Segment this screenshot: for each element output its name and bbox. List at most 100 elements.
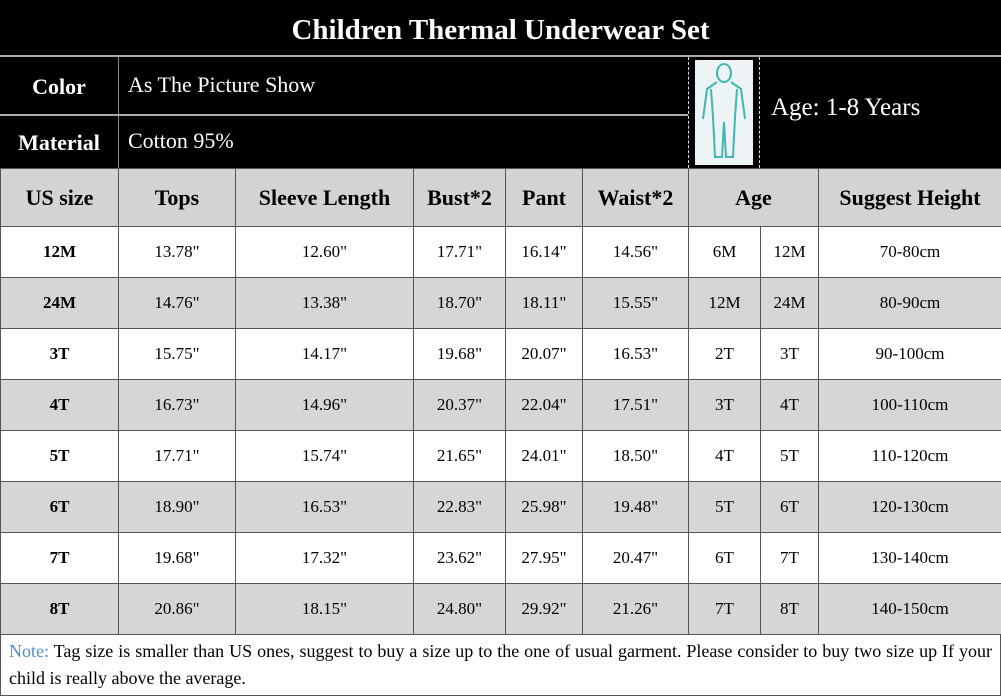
table-cell: 4T bbox=[0, 379, 119, 431]
table-cell: 5T bbox=[0, 430, 119, 482]
table-cell: 22.04" bbox=[505, 379, 583, 431]
table-cell: 27.95" bbox=[505, 532, 583, 584]
table-cell: 22.83" bbox=[413, 481, 506, 533]
table-cell: 17.71" bbox=[118, 430, 236, 482]
table-cell: 13.78" bbox=[118, 226, 236, 278]
table-cell: 5T bbox=[688, 481, 761, 533]
table-row: 12M 13.78" 12.60" 17.71" 16.14" 14.56" 6M 12M 70… bbox=[0, 226, 1001, 278]
table-cell: 100-110cm bbox=[818, 379, 1001, 431]
table-cell: 70-80cm bbox=[818, 226, 1001, 278]
header-us-size: US size bbox=[0, 168, 119, 227]
table-cell: 24.01" bbox=[505, 430, 583, 482]
table-cell: 6T bbox=[688, 532, 761, 584]
table-cell: 12M bbox=[760, 226, 819, 278]
child-figure-icon bbox=[688, 57, 760, 168]
table-row: 8T 20.86" 18.15" 24.80" 29.92" 21.26" 7T 8T 140-… bbox=[0, 583, 1001, 635]
table-cell: 16.53" bbox=[582, 328, 689, 380]
color-value: As The Picture Show bbox=[128, 72, 316, 97]
table-cell: 2T bbox=[688, 328, 761, 380]
table-cell: 18.15" bbox=[235, 583, 414, 635]
table-cell: 4T bbox=[688, 430, 761, 482]
table-row: 5T 17.71" 15.74" 21.65" 24.01" 18.50" 4T 5T 110-… bbox=[0, 430, 1001, 482]
header-sleeve-length: Sleeve Length bbox=[235, 168, 414, 227]
table-cell: 23.62" bbox=[413, 532, 506, 584]
table-cell: 5T bbox=[760, 430, 819, 482]
table-cell: 12M bbox=[0, 226, 119, 278]
table-cell: 24M bbox=[0, 277, 119, 329]
table-cell: 7T bbox=[760, 532, 819, 584]
material-label: Material bbox=[0, 116, 119, 168]
table-cell: 15.74" bbox=[235, 430, 414, 482]
table-row: 24M 14.76" 13.38" 18.70" 18.11" 15.55" 12M 24M 8… bbox=[0, 277, 1001, 329]
table-cell: 15.55" bbox=[582, 277, 689, 329]
header-block: Children Thermal Underwear Set Color As … bbox=[0, 0, 1001, 168]
table-cell: 21.26" bbox=[582, 583, 689, 635]
table-cell: 4T bbox=[760, 379, 819, 431]
table-cell: 8T bbox=[760, 583, 819, 635]
table-cell: 17.71" bbox=[413, 226, 506, 278]
note-label: Note: bbox=[9, 641, 49, 661]
table-cell: 16.14" bbox=[505, 226, 583, 278]
table-row: 4T 16.73" 14.96" 20.37" 22.04" 17.51" 3T 4T 100-… bbox=[0, 379, 1001, 431]
header-bust: Bust*2 bbox=[413, 168, 506, 227]
table-cell: 14.56" bbox=[582, 226, 689, 278]
note-text: Tag size is smaller than US ones, sugges… bbox=[9, 641, 992, 688]
table-cell: 14.17" bbox=[235, 328, 414, 380]
header-tops: Tops bbox=[118, 168, 236, 227]
table-cell: 25.98" bbox=[505, 481, 583, 533]
table-cell: 29.92" bbox=[505, 583, 583, 635]
table-cell: 3T bbox=[760, 328, 819, 380]
table-cell: 16.73" bbox=[118, 379, 236, 431]
table-cell: 20.47" bbox=[582, 532, 689, 584]
table-cell: 20.07" bbox=[505, 328, 583, 380]
table-cell: 19.68" bbox=[118, 532, 236, 584]
table-cell: 21.65" bbox=[413, 430, 506, 482]
table-cell: 19.48" bbox=[582, 481, 689, 533]
table-cell: 14.76" bbox=[118, 277, 236, 329]
table-cell: 3T bbox=[688, 379, 761, 431]
table-cell: 12.60" bbox=[235, 226, 414, 278]
table-cell: 17.51" bbox=[582, 379, 689, 431]
table-cell: 8T bbox=[0, 583, 119, 635]
table-cell: 110-120cm bbox=[818, 430, 1001, 482]
table-cell: 12M bbox=[688, 277, 761, 329]
table-cell: 18.11" bbox=[505, 277, 583, 329]
table-cell: 19.68" bbox=[413, 328, 506, 380]
table-cell: 14.96" bbox=[235, 379, 414, 431]
header-waist: Waist*2 bbox=[582, 168, 689, 227]
age-range: Age: 1-8 Years bbox=[771, 94, 921, 121]
page-title: Children Thermal Underwear Set bbox=[0, 0, 1001, 57]
header-suggest-height: Suggest Height bbox=[818, 168, 1001, 227]
table-cell: 16.53" bbox=[235, 481, 414, 533]
table-cell: 17.32" bbox=[235, 532, 414, 584]
table-cell: 6M bbox=[688, 226, 761, 278]
table-cell: 120-130cm bbox=[818, 481, 1001, 533]
table-cell: 3T bbox=[0, 328, 119, 380]
table-cell: 15.75" bbox=[118, 328, 236, 380]
table-header-row: US size Tops Sleeve Length Bust*2 Pant W… bbox=[0, 168, 1001, 227]
color-label: Color bbox=[0, 57, 119, 114]
table-cell: 18.50" bbox=[582, 430, 689, 482]
header-pant: Pant bbox=[505, 168, 583, 227]
table-row: 7T 19.68" 17.32" 23.62" 27.95" 20.47" 6T 7T 130-… bbox=[0, 532, 1001, 584]
size-table: US size Tops Sleeve Length Bust*2 Pant W… bbox=[0, 168, 1001, 635]
table-cell: 6T bbox=[760, 481, 819, 533]
table-cell: 7T bbox=[688, 583, 761, 635]
material-value: Cotton 95% bbox=[128, 128, 234, 153]
table-cell: 20.37" bbox=[413, 379, 506, 431]
table-cell: 18.90" bbox=[118, 481, 236, 533]
table-cell: 18.70" bbox=[413, 277, 506, 329]
table-cell: 24.80" bbox=[413, 583, 506, 635]
table-row: 6T 18.90" 16.53" 22.83" 25.98" 19.48" 5T 6T 120-… bbox=[0, 481, 1001, 533]
table-cell: 7T bbox=[0, 532, 119, 584]
table-cell: 6T bbox=[0, 481, 119, 533]
table-cell: 80-90cm bbox=[818, 277, 1001, 329]
table-cell: 130-140cm bbox=[818, 532, 1001, 584]
table-cell: 90-100cm bbox=[818, 328, 1001, 380]
table-cell: 20.86" bbox=[118, 583, 236, 635]
table-cell: 13.38" bbox=[235, 277, 414, 329]
table-row: 3T 15.75" 14.17" 19.68" 20.07" 16.53" 2T 3T 90-1… bbox=[0, 328, 1001, 380]
table-cell: 140-150cm bbox=[818, 583, 1001, 635]
table-cell: 24M bbox=[760, 277, 819, 329]
header-age: Age bbox=[688, 168, 819, 227]
